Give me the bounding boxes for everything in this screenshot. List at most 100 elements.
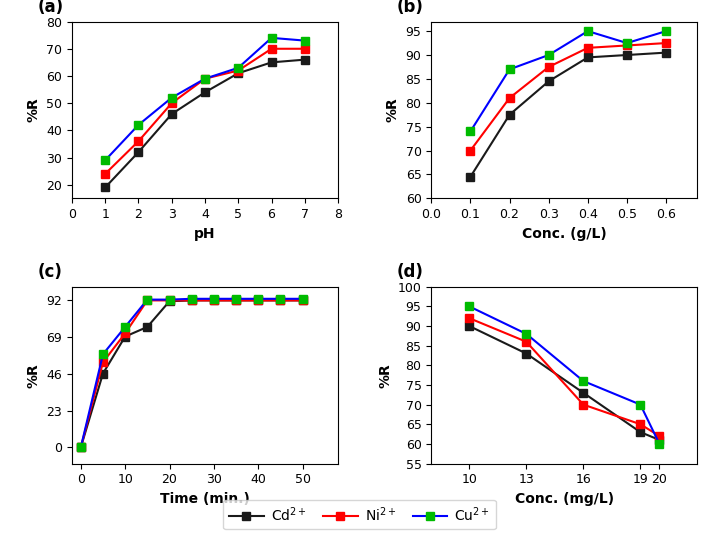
Cd$^{2+}$ [121,333,129,340]
Cd$^{2+}$ [276,297,285,303]
Cu$^{2+}$ [76,444,85,451]
Line: Cd$^{2+}$: Cd$^{2+}$ [466,49,670,181]
Cd$^{2+}$ [584,54,592,60]
Legend: Cd$^{2+}$, Ni$^{2+}$, Cu$^{2+}$: Cd$^{2+}$, Ni$^{2+}$, Cu$^{2+}$ [224,500,495,529]
Cd$^{2+}$ [134,149,143,155]
Cd$^{2+}$ [101,184,109,191]
Cd$^{2+}$ [99,370,107,377]
Line: Cd$^{2+}$: Cd$^{2+}$ [465,322,664,444]
Cu$^{2+}$ [276,295,285,302]
Text: (d): (d) [397,264,423,281]
Y-axis label: %R: %R [27,363,41,388]
Y-axis label: %R: %R [27,98,40,122]
Ni$^{2+}$ [623,42,631,49]
Ni$^{2+}$ [298,297,307,303]
Cd$^{2+}$ [661,50,670,56]
Cu$^{2+}$ [143,296,152,303]
Y-axis label: %R: %R [386,98,400,122]
Ni$^{2+}$ [254,297,262,303]
Line: Cd$^{2+}$: Cd$^{2+}$ [77,296,307,452]
Line: Cd$^{2+}$: Cd$^{2+}$ [101,56,309,192]
Text: (b): (b) [397,0,423,16]
Ni$^{2+}$ [544,64,553,70]
Ni$^{2+}$ [201,75,209,82]
Line: Cu$^{2+}$: Cu$^{2+}$ [466,27,670,136]
Ni$^{2+}$ [661,40,670,46]
Ni$^{2+}$ [276,297,285,303]
Cu$^{2+}$ [623,40,631,46]
Cd$^{2+}$ [143,324,152,330]
Line: Ni$^{2+}$: Ni$^{2+}$ [101,45,309,178]
Ni$^{2+}$ [579,402,587,408]
Cd$^{2+}$ [209,297,218,303]
Cd$^{2+}$ [168,111,176,118]
Line: Cu$^{2+}$: Cu$^{2+}$ [101,34,309,164]
Cu$^{2+}$ [584,28,592,34]
Cd$^{2+}$ [505,112,514,118]
Cu$^{2+}$ [267,34,276,41]
Cu$^{2+}$ [234,65,242,71]
Ni$^{2+}$ [76,444,85,451]
Cd$^{2+}$ [188,297,196,303]
Cu$^{2+}$ [301,37,309,44]
Cd$^{2+}$ [655,437,664,443]
Cu$^{2+}$ [101,157,109,163]
Ni$^{2+}$ [466,147,475,154]
Ni$^{2+}$ [522,338,531,345]
Ni$^{2+}$ [188,297,196,303]
Cu$^{2+}$ [579,378,587,384]
X-axis label: Conc. (mg/L): Conc. (mg/L) [515,492,614,506]
Ni$^{2+}$ [655,433,664,439]
Ni$^{2+}$ [301,45,309,52]
Cd$^{2+}$ [544,78,553,85]
Ni$^{2+}$ [165,297,174,303]
Cu$^{2+}$ [254,295,262,302]
Cu$^{2+}$ [544,52,553,58]
Cu$^{2+}$ [465,303,474,309]
Cu$^{2+}$ [636,402,645,408]
Cd$^{2+}$ [522,350,531,357]
Cd$^{2+}$ [76,444,85,451]
Text: (c): (c) [37,264,62,281]
Ni$^{2+}$ [465,315,474,321]
Cu$^{2+}$ [466,128,475,135]
Cd$^{2+}$ [165,298,174,305]
Cd$^{2+}$ [234,70,242,77]
Ni$^{2+}$ [209,297,218,303]
Cu$^{2+}$ [134,122,143,128]
Cd$^{2+}$ [232,297,240,303]
Cd$^{2+}$ [298,297,307,303]
Cd$^{2+}$ [465,323,474,329]
Cd$^{2+}$ [579,390,587,396]
Text: (a): (a) [37,0,63,16]
Cd$^{2+}$ [267,59,276,66]
Cd$^{2+}$ [636,429,645,436]
Ni$^{2+}$ [234,67,242,74]
Cu$^{2+}$ [165,296,174,303]
Ni$^{2+}$ [168,100,176,106]
Ni$^{2+}$ [584,45,592,51]
Cu$^{2+}$ [209,295,218,302]
X-axis label: Conc. (g/L): Conc. (g/L) [522,226,607,240]
Ni$^{2+}$ [232,297,240,303]
Ni$^{2+}$ [143,297,152,303]
Ni$^{2+}$ [636,421,645,427]
Cu$^{2+}$ [655,441,664,447]
Line: Ni$^{2+}$: Ni$^{2+}$ [465,314,664,440]
Cd$^{2+}$ [466,174,475,180]
Line: Cu$^{2+}$: Cu$^{2+}$ [77,295,307,452]
Cu$^{2+}$ [121,324,129,330]
Line: Ni$^{2+}$: Ni$^{2+}$ [466,39,670,155]
Ni$^{2+}$ [267,45,276,52]
Cd$^{2+}$ [301,57,309,63]
Ni$^{2+}$ [134,138,143,144]
Line: Cu$^{2+}$: Cu$^{2+}$ [465,302,664,448]
Cu$^{2+}$ [201,75,209,82]
Cu$^{2+}$ [298,295,307,302]
Cu$^{2+}$ [168,94,176,101]
Ni$^{2+}$ [505,95,514,101]
Cd$^{2+}$ [201,89,209,95]
Ni$^{2+}$ [99,359,107,365]
Cu$^{2+}$ [661,28,670,34]
X-axis label: pH: pH [194,226,216,240]
